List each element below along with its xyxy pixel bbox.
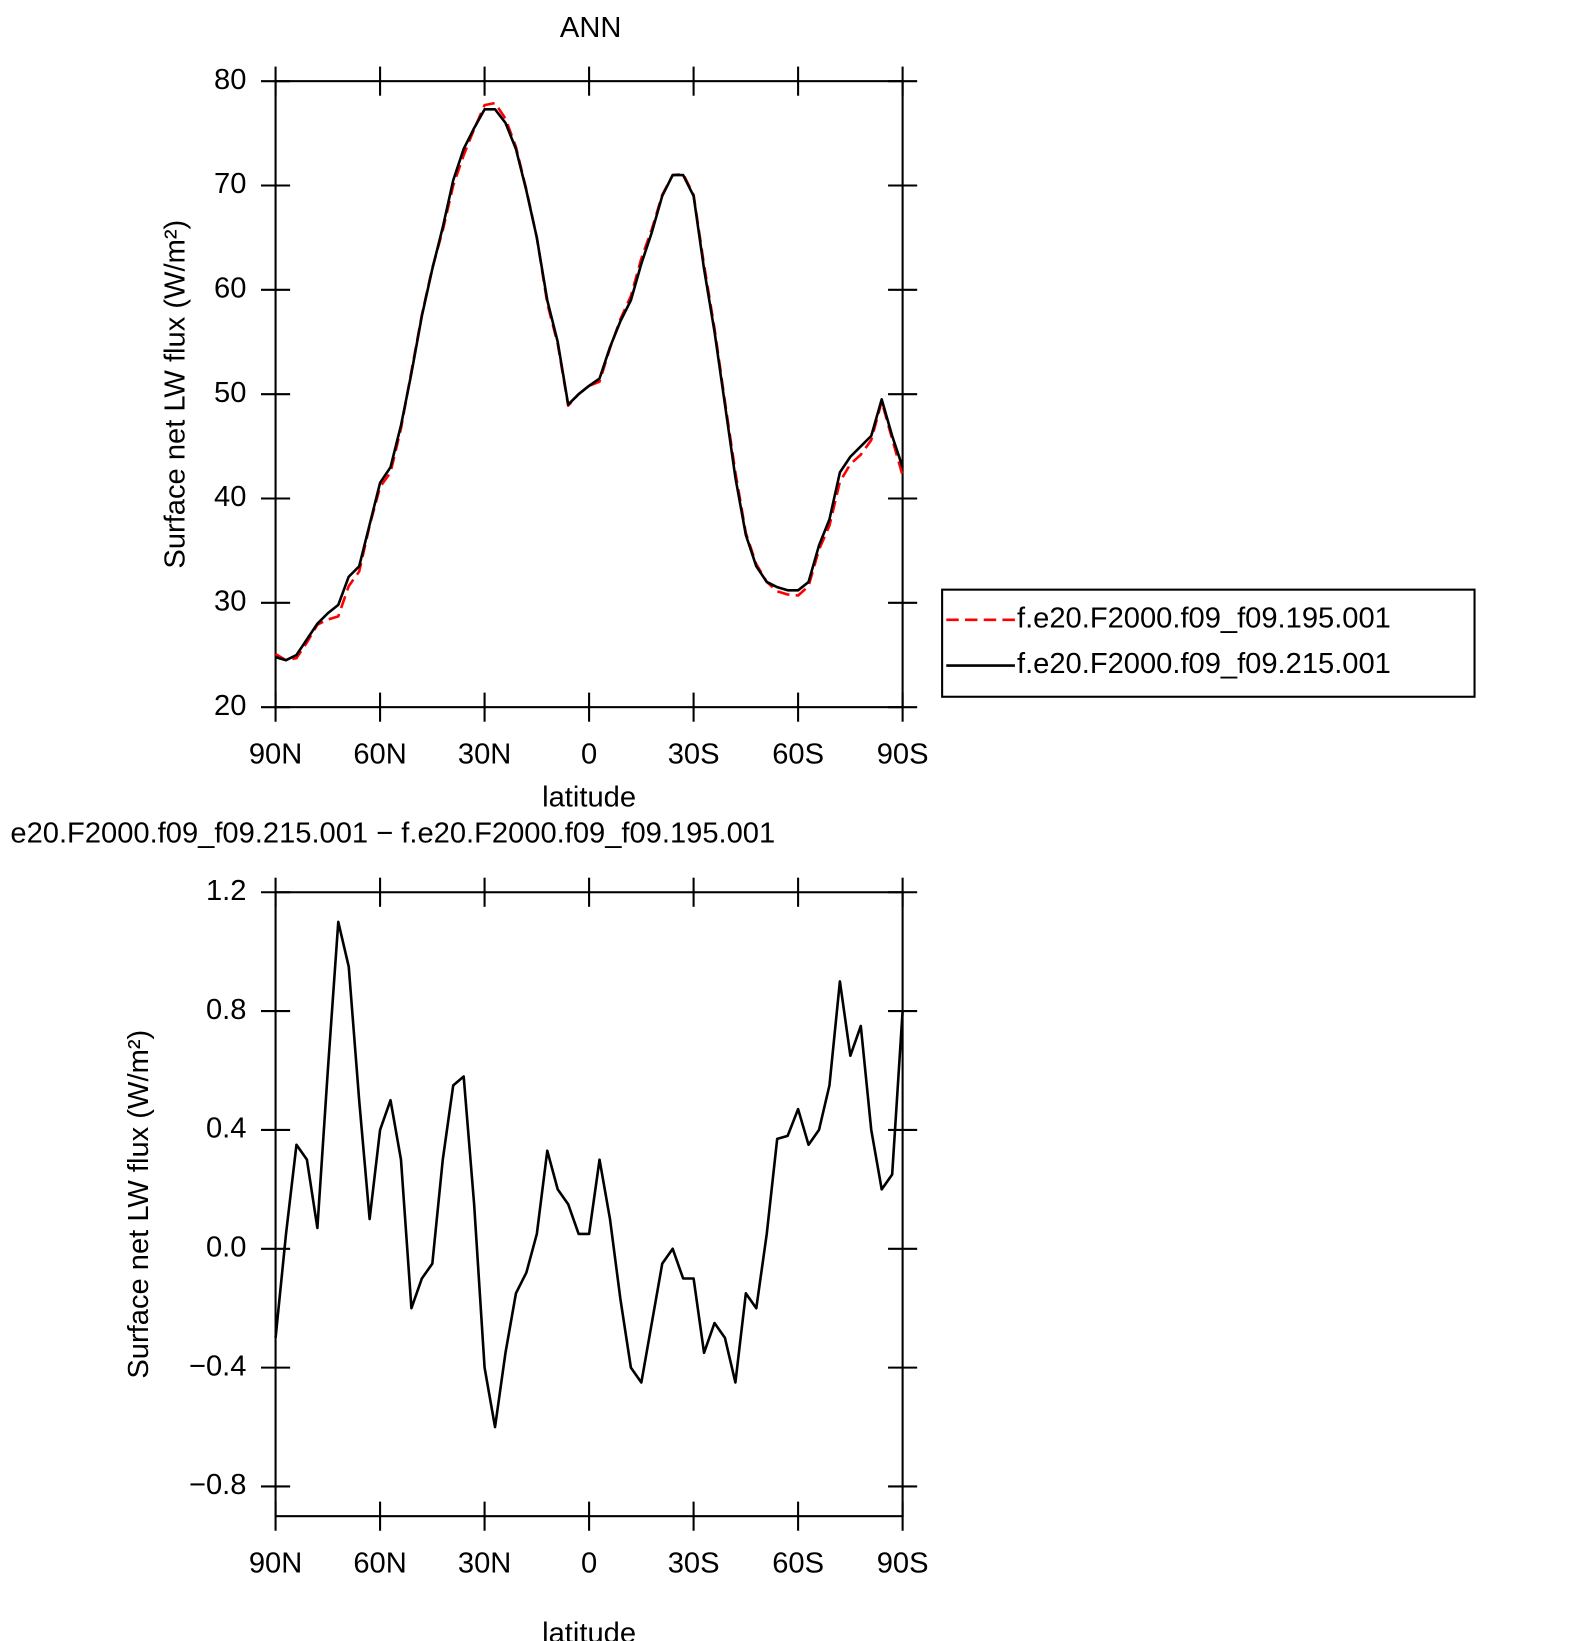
plot-frame: [274, 891, 904, 1518]
x-tick-label: 30S: [668, 739, 720, 771]
legend-box: [941, 588, 1476, 698]
data-line: [274, 101, 904, 662]
chart-title: e20.F2000.f09_f09.215.001 − f.e20.F2000.…: [10, 818, 775, 850]
x-axis-label: latitude: [542, 1617, 636, 1641]
x-tick-label: 30N: [458, 1548, 511, 1580]
y-tick-label: 80: [214, 64, 246, 96]
x-tick-label: 0: [581, 1548, 597, 1580]
legend-label: f.e20.F2000.f09_f09.215.001: [1017, 648, 1391, 680]
y-axis-label: Surface net LW flux (W/m²): [123, 1030, 155, 1379]
x-tick-label: 30N: [458, 739, 511, 771]
y-axis-label: Surface net LW flux (W/m²): [159, 220, 191, 569]
legend-label: f.e20.F2000.f09_f09.195.001: [1017, 602, 1391, 634]
x-axis-label: latitude: [542, 781, 636, 813]
y-tick-label: −0.8: [189, 1469, 246, 1501]
x-tick-label: 60N: [353, 739, 406, 771]
y-tick-label: 0.4: [206, 1113, 246, 1145]
data-line: [274, 920, 904, 1429]
chart-title: ANN: [560, 12, 621, 44]
plot-frame: [274, 80, 904, 709]
x-tick-label: 0: [581, 739, 597, 771]
y-tick-label: 30: [214, 586, 246, 618]
x-tick-label: 30S: [668, 1548, 720, 1580]
y-tick-label: 60: [214, 273, 246, 305]
x-tick-label: 90S: [877, 739, 929, 771]
y-tick-label: 50: [214, 377, 246, 409]
data-line: [275, 108, 904, 662]
x-tick-label: 60N: [353, 1548, 406, 1580]
x-tick-label: 90N: [249, 739, 302, 771]
x-tick-label: 90N: [249, 1548, 302, 1580]
y-tick-label: 40: [214, 481, 246, 513]
y-tick-label: 0.8: [206, 994, 246, 1026]
y-tick-label: 70: [214, 168, 246, 200]
x-tick-label: 60S: [772, 739, 824, 771]
y-tick-label: −0.4: [189, 1350, 246, 1382]
y-tick-label: 1.2: [206, 875, 246, 907]
y-tick-label: 0.0: [206, 1231, 246, 1263]
x-tick-label: 60S: [772, 1548, 824, 1580]
y-tick-label: 20: [214, 690, 246, 722]
x-tick-label: 90S: [877, 1548, 929, 1580]
